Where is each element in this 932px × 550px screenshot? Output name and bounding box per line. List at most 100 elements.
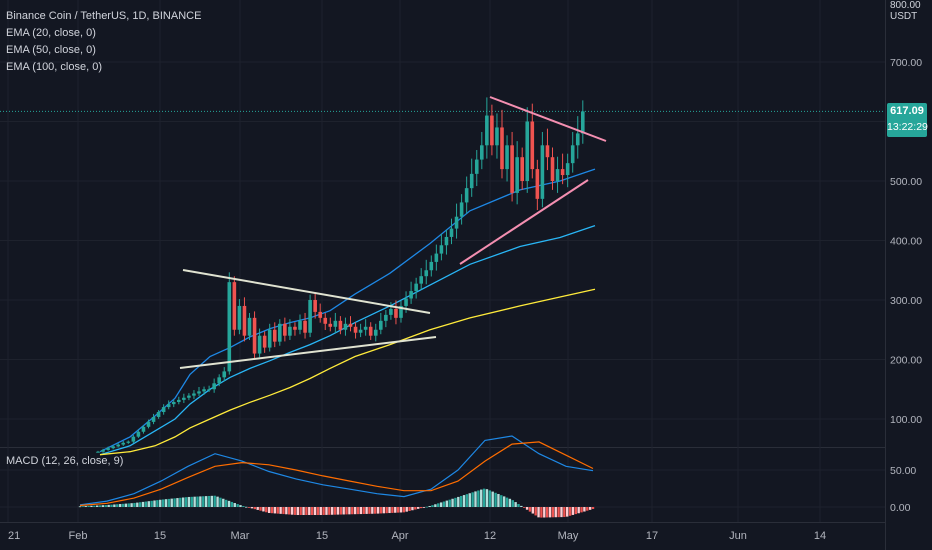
ema20-legend[interactable]: EMA (20, close, 0) bbox=[6, 27, 96, 39]
macd-histogram-bar bbox=[339, 507, 342, 515]
symbol-title[interactable]: Binance Coin / TetherUS, 1D, BINANCE bbox=[6, 10, 202, 22]
candle bbox=[429, 255, 434, 277]
macd-histogram-bar bbox=[557, 507, 560, 518]
macd-histogram-bar bbox=[419, 507, 423, 509]
macd-histogram-bar bbox=[219, 497, 222, 507]
x-tick-label: 12 bbox=[484, 530, 496, 542]
ema-line-100 bbox=[99, 288, 596, 456]
macd-histogram-bar bbox=[256, 507, 259, 510]
candle bbox=[525, 107, 530, 193]
macd-histogram-bar bbox=[267, 507, 271, 514]
candle bbox=[515, 141, 519, 205]
candle-body bbox=[444, 236, 449, 246]
candle bbox=[358, 323, 363, 338]
candle-body bbox=[368, 326, 373, 336]
macd-histogram-bar bbox=[236, 504, 239, 507]
candle-body bbox=[161, 407, 166, 413]
macd-histogram-bar bbox=[497, 493, 500, 507]
macd-histogram-bar bbox=[250, 507, 254, 509]
macd-histogram-bar bbox=[273, 507, 277, 514]
macd-histogram-bar bbox=[520, 505, 523, 507]
candle bbox=[565, 153, 570, 188]
macd-histogram-bar bbox=[136, 502, 139, 507]
candle bbox=[570, 131, 575, 173]
macd-legend[interactable]: MACD (12, 26, close, 9) bbox=[6, 455, 124, 467]
candle bbox=[389, 302, 393, 320]
macd-histogram-bar bbox=[101, 505, 105, 507]
candle bbox=[560, 153, 565, 185]
candle bbox=[540, 131, 545, 208]
x-tick-label: Jun bbox=[729, 530, 747, 542]
candle-body bbox=[151, 416, 156, 422]
macd-histogram-bar bbox=[331, 507, 334, 515]
candle-body bbox=[373, 329, 378, 336]
macd-histogram-bar bbox=[437, 503, 440, 507]
candle bbox=[424, 259, 429, 285]
candle-body bbox=[232, 282, 237, 330]
macd-histogram-bar bbox=[351, 507, 354, 515]
macd-histogram-bar bbox=[465, 494, 469, 507]
candle bbox=[530, 103, 535, 179]
macd-histogram-bar bbox=[468, 493, 471, 507]
candle bbox=[212, 378, 216, 393]
macd-histogram-bar bbox=[299, 507, 302, 515]
ema50-legend[interactable]: EMA (50, close, 0) bbox=[6, 44, 96, 56]
macd-histogram-bar bbox=[262, 507, 265, 512]
candle-body bbox=[520, 157, 524, 181]
candle-body bbox=[156, 412, 161, 417]
candle-body bbox=[96, 451, 100, 453]
macd-histogram-bar bbox=[385, 507, 388, 514]
macd-histogram-bar bbox=[491, 491, 494, 507]
candle-body bbox=[414, 283, 418, 292]
macd-histogram-bar bbox=[591, 507, 595, 509]
ema100-legend[interactable]: EMA (100, close, 0) bbox=[6, 61, 102, 73]
x-tick-label: 17 bbox=[646, 530, 658, 542]
macd-histogram-bar bbox=[405, 507, 408, 512]
macd-histogram-bar bbox=[457, 496, 460, 507]
candle-body bbox=[272, 329, 277, 342]
candle-body bbox=[237, 305, 242, 330]
candle bbox=[348, 316, 353, 332]
macd-histogram-bar bbox=[414, 507, 417, 510]
candle bbox=[272, 322, 277, 348]
macd-histogram-bar bbox=[391, 507, 394, 513]
macd-histogram-bar bbox=[196, 496, 199, 507]
macd-histogram-bar bbox=[356, 507, 360, 515]
macd-histogram-bar bbox=[107, 504, 110, 507]
macd-histogram-bar bbox=[279, 507, 282, 514]
macd-histogram-bar bbox=[448, 499, 451, 507]
candle-body bbox=[257, 335, 262, 354]
macd-histogram-bar bbox=[511, 500, 514, 507]
macd-histogram-bar bbox=[98, 505, 102, 507]
candle-body bbox=[515, 157, 519, 193]
candle bbox=[232, 276, 237, 336]
macd-histogram-bar bbox=[133, 502, 136, 507]
candle-body bbox=[495, 127, 499, 146]
candle-body bbox=[288, 326, 292, 336]
currency-label[interactable]: USDT bbox=[890, 11, 918, 22]
candle bbox=[505, 135, 509, 182]
x-tick-label: May bbox=[558, 530, 579, 542]
candle-body bbox=[459, 202, 464, 217]
x-tick-label: 15 bbox=[154, 530, 166, 542]
macd-histogram-bar bbox=[477, 490, 480, 507]
macd-histogram-bar bbox=[537, 507, 540, 518]
candle-body bbox=[409, 291, 413, 299]
candle-body bbox=[171, 402, 176, 405]
macd-histogram-bar bbox=[116, 504, 119, 507]
macd-histogram-bar bbox=[118, 504, 122, 507]
candle-body bbox=[348, 323, 353, 327]
candle-body bbox=[545, 145, 550, 158]
candle bbox=[495, 113, 499, 159]
macd-histogram-bar bbox=[78, 506, 82, 508]
candle bbox=[384, 309, 388, 328]
macd-histogram-bar bbox=[373, 507, 377, 514]
macd-y-tick-label: 50.00 bbox=[890, 465, 916, 477]
macd-histogram-bar bbox=[474, 491, 477, 507]
candle-body bbox=[318, 311, 322, 318]
candle-body bbox=[424, 270, 429, 277]
candle bbox=[333, 312, 338, 333]
macd-histogram-bar bbox=[293, 507, 297, 515]
candle-body bbox=[121, 442, 126, 445]
